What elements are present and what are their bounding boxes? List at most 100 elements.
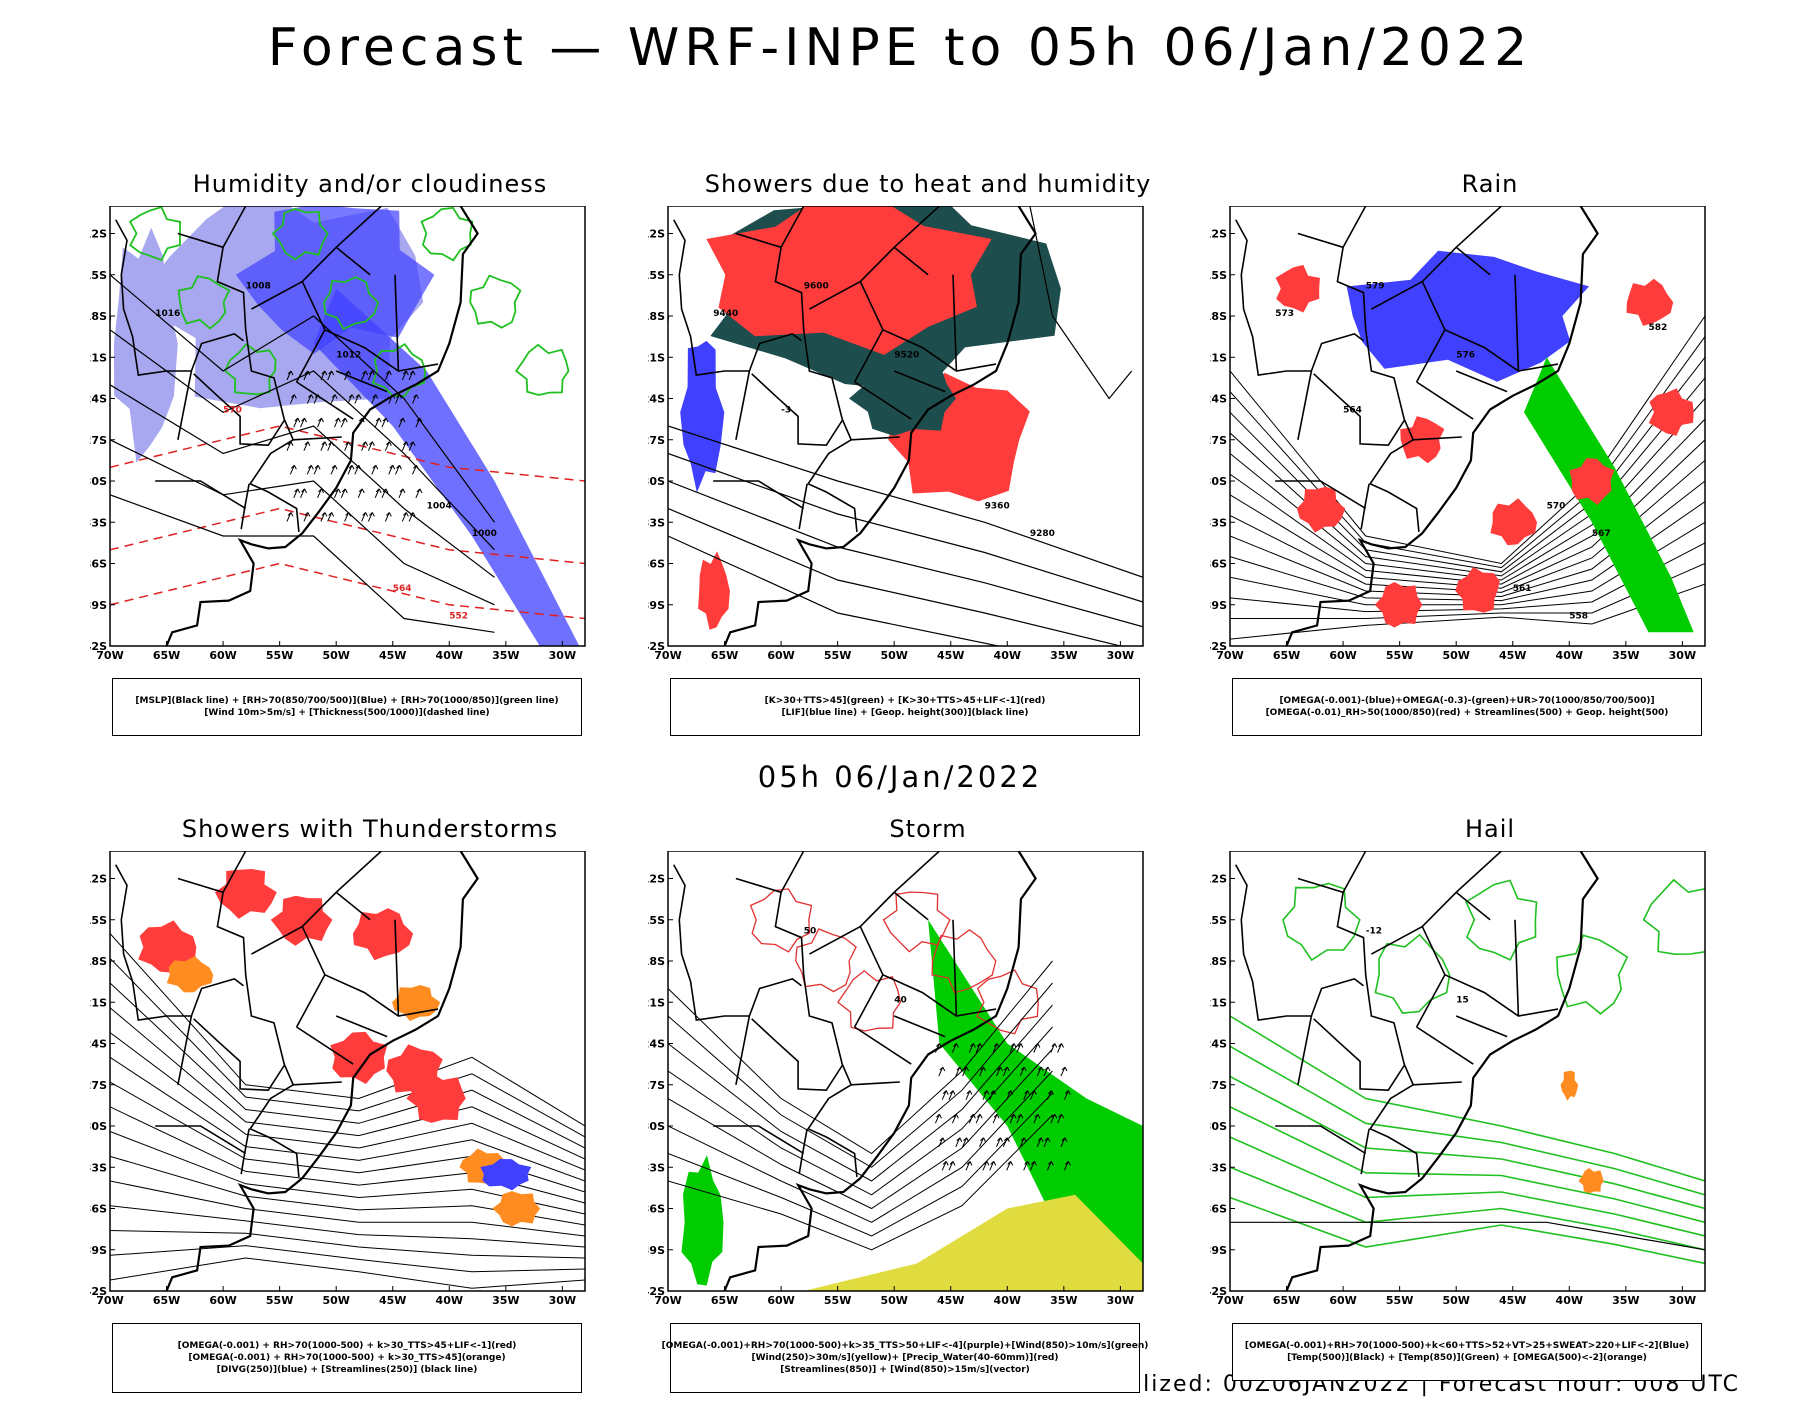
omega-red-area (1569, 458, 1615, 505)
wind-vector (951, 1113, 959, 1124)
lat-tick-label: 42S (648, 1285, 665, 1298)
wind-vector (1019, 1066, 1027, 1077)
political-border (809, 280, 861, 310)
map-frame: 50 40 70W 65W 60W 55W 50W 45W 40W 35W 30W 12S 15S 18S… (648, 851, 1144, 1307)
lat-tick-label: 15S (648, 269, 665, 282)
political-border (1297, 877, 1344, 894)
lat-tick-label: 24S (648, 1038, 665, 1051)
wind-arrow (300, 417, 307, 428)
wind-vector (992, 1043, 1000, 1053)
wind-arrow (381, 488, 389, 499)
wind-arrow (357, 488, 365, 499)
tstorm-red-area (270, 895, 333, 946)
wind-vector (941, 1090, 949, 1100)
map-content (110, 206, 585, 646)
map-frame: -12 15 70W 65W 60W 55W 50W 45W 40W 35W 30W 12S 15S 18… (1210, 851, 1706, 1307)
lat-tick-label: 18S (648, 310, 665, 323)
wind-vector (1033, 1043, 1041, 1053)
wind-vector (962, 1066, 970, 1077)
political-border (216, 851, 300, 1177)
omega500-orange-area (1578, 1168, 1604, 1194)
lon-tick-label: 40W (1556, 1294, 1583, 1307)
mslp-isobar (110, 494, 495, 633)
lon-tick-label: 35W (1050, 649, 1077, 662)
lat-tick-label: 21S (1210, 351, 1227, 364)
wind-vector (1002, 1137, 1010, 1147)
political-border (394, 274, 400, 372)
wind-arrow (412, 394, 419, 404)
rh-green-contour (469, 274, 522, 329)
wind-vector (1063, 1090, 1071, 1100)
temp850-green-contour (1282, 882, 1361, 962)
lon-tick-label: 55W (824, 1294, 851, 1307)
temp850-green-line (1230, 1015, 1705, 1182)
political-border (1371, 280, 1423, 310)
lat-tick-label: 42S (648, 640, 665, 653)
lat-tick-label: 15S (648, 914, 665, 927)
streamline-250 (110, 1032, 585, 1171)
contour-label: 570 (1547, 502, 1566, 512)
coastline (723, 206, 1037, 646)
wind-arrow (354, 464, 362, 475)
wind-vector (965, 1090, 973, 1100)
thickness-dashed-line (110, 507, 585, 565)
political-border (1514, 919, 1520, 1017)
lat-tick-label: 18S (648, 955, 665, 968)
political-border (893, 851, 940, 893)
political-border (1413, 436, 1462, 441)
lon-tick-label: 50W (880, 649, 907, 662)
lat-tick-label: 12S (90, 873, 107, 886)
map-content (1230, 851, 1705, 1291)
lon-tick-label: 55W (266, 649, 293, 662)
lon-tick-label: 60W (767, 649, 794, 662)
streamline-850 (668, 1004, 1053, 1182)
political-border (1421, 246, 1559, 372)
map-panel-5: Storm 50 40 70W 65W 60W 55W 50W 45W 40W 35W 30W 12S… (648, 815, 1208, 1405)
wind-vector (965, 1161, 973, 1171)
omega-red-area (1296, 486, 1346, 533)
map-border (109, 206, 586, 647)
lon-tick-label: 55W (1386, 649, 1413, 662)
wind-vector (968, 1113, 976, 1124)
lon-tick-label: 70W (1216, 649, 1243, 662)
temp850-green-line (1230, 1106, 1705, 1224)
lon-tick-label: 65W (711, 649, 738, 662)
legend-line: [OMEGA(-0.001)-(blue)+OMEGA(-0.3)-(green… (1279, 696, 1655, 706)
wind-arrow (303, 512, 311, 522)
tstorm-red-area (138, 920, 197, 973)
lon-tick-label: 50W (1442, 1294, 1469, 1307)
lon-tick-label: 45W (1499, 649, 1526, 662)
contour-label: 1000 (472, 529, 497, 539)
mslp-isobar (110, 329, 495, 551)
political-border (672, 864, 802, 1022)
political-border (809, 925, 861, 955)
lon-tick-label: 60W (209, 649, 236, 662)
lat-tick-label: 15S (90, 914, 107, 927)
wind-vector (948, 1161, 956, 1171)
legend-line: [Wind 10m>5m/s] + [Thickness(500/1000)](… (204, 708, 490, 718)
wind-arrow (374, 417, 382, 428)
lon-tick-label: 30W (1669, 649, 1696, 662)
political-border (952, 274, 958, 372)
wind-vector (1057, 1113, 1065, 1124)
legend-line: [OMEGA(-0.001)+RH>70(1000-500)+k>35_TTS>… (661, 1341, 1149, 1351)
tstorm-red-area (215, 869, 277, 919)
streamline-250 (110, 957, 585, 1138)
coastline (1285, 206, 1599, 646)
coastline (165, 851, 479, 1291)
political-border (177, 1015, 193, 1085)
contour-label: 1004 (427, 502, 452, 512)
legend-line: [LIF](blue line) + [Geop. height(300)](b… (781, 708, 1029, 718)
wind-arrow (306, 464, 314, 475)
thickness-dashed-line (110, 562, 585, 620)
map-panel-1: Humidity and/or cloudiness 1008 1012 1016 1… (90, 170, 650, 760)
panel-title: Storm (889, 815, 967, 843)
wind-arrow (300, 488, 307, 499)
lat-tick-label: 24S (1210, 1038, 1227, 1051)
mslp-isobar (110, 439, 495, 606)
political-border (672, 219, 802, 377)
lon-tick-label: 30W (549, 1294, 576, 1307)
omega-red-area (1275, 264, 1320, 313)
map-border (667, 851, 1144, 1292)
political-border (251, 280, 303, 310)
